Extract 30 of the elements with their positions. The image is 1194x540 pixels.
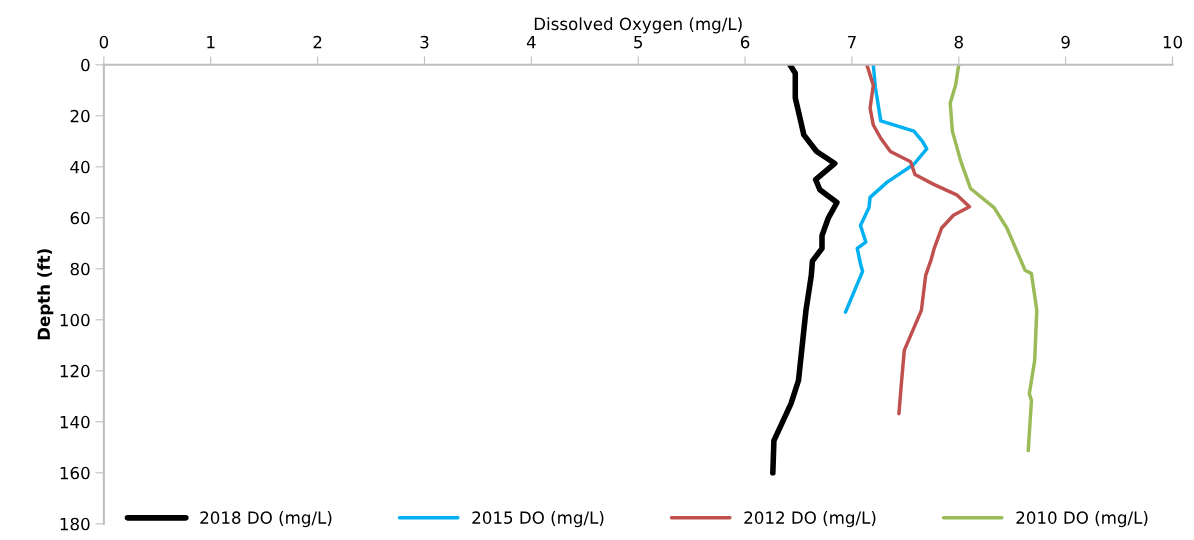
legend-label: 2018 DO (mg/L): [200, 511, 332, 528]
y-tick-label: 120: [60, 364, 90, 378]
y-tick-label: 40: [70, 160, 90, 174]
y-tick-label: 20: [70, 109, 90, 123]
x-tick-label: 10: [1163, 35, 1183, 49]
legend-label: 2015 DO (mg/L): [472, 511, 604, 528]
x-tick-label: 0: [99, 35, 109, 49]
x-tick-label: 5: [634, 35, 643, 49]
y-tick-label: 180: [60, 517, 90, 531]
line-series: [865, 64, 972, 416]
x-axis-title: Dissolved Oxygen (mg/L): [534, 17, 742, 34]
y-tick-label: 160: [60, 466, 90, 480]
line-series: [843, 64, 929, 314]
x-tick-label: 7: [847, 35, 856, 49]
line-series: [948, 64, 1039, 453]
x-tick-label: 3: [420, 35, 429, 49]
x-tick-label: 1: [207, 35, 215, 49]
y-tick-label: 100: [60, 313, 90, 327]
y-axis-title: Depth (ft): [37, 249, 54, 340]
y-tick-label: 60: [70, 211, 90, 225]
x-tick-label: 4: [526, 35, 536, 49]
y-tick-label: 0: [81, 58, 90, 72]
x-tick-label: 8: [954, 35, 963, 49]
x-tick-label: 9: [1061, 35, 1070, 49]
legend-label: 2010 DO (mg/L): [1016, 511, 1148, 528]
legend-label: 2012 DO (mg/L): [744, 511, 876, 528]
x-tick-label: 6: [740, 35, 750, 49]
y-tick-label: 80: [70, 262, 90, 276]
x-tick-label: 2: [313, 35, 322, 49]
y-tick-label: 140: [60, 415, 90, 429]
